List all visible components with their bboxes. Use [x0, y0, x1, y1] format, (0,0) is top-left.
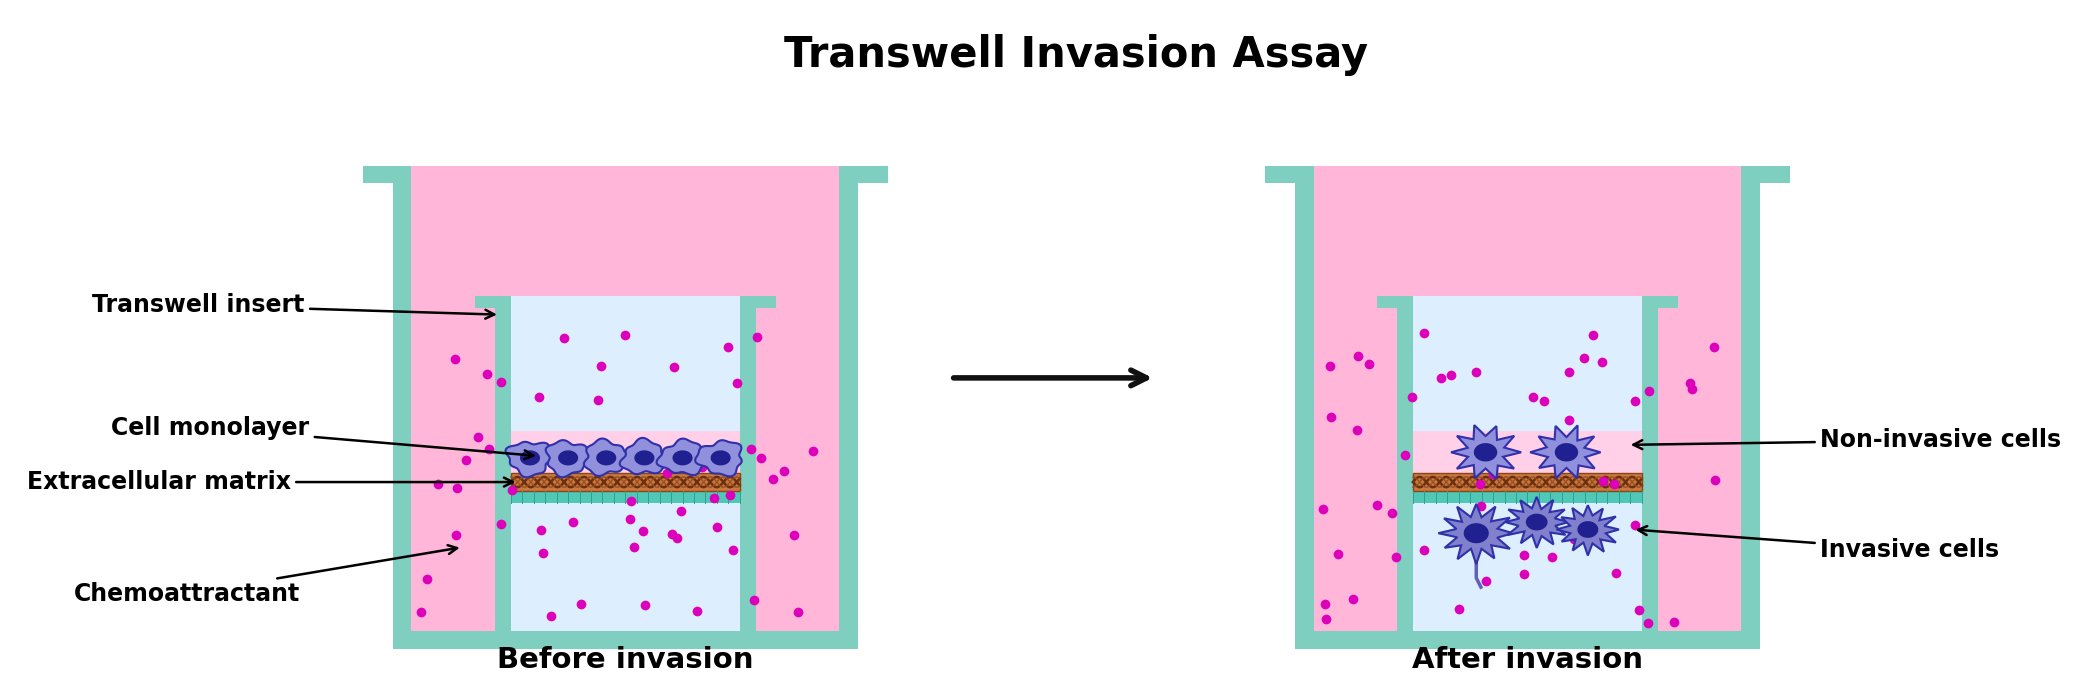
- Text: Invasive cells: Invasive cells: [1638, 526, 1999, 562]
- Polygon shape: [506, 442, 554, 477]
- Polygon shape: [1554, 443, 1579, 461]
- Bar: [475, 296, 510, 308]
- Bar: [840, 166, 857, 650]
- Bar: [840, 166, 888, 183]
- Polygon shape: [584, 438, 632, 476]
- Bar: [510, 431, 739, 472]
- Bar: [393, 166, 412, 650]
- Polygon shape: [1451, 425, 1520, 479]
- Bar: [1396, 296, 1413, 631]
- Text: Transwell insert: Transwell insert: [92, 293, 494, 319]
- Bar: [1296, 166, 1312, 650]
- Bar: [393, 631, 857, 650]
- Polygon shape: [596, 450, 615, 466]
- Text: Transwell Invasion Assay: Transwell Invasion Assay: [783, 34, 1369, 76]
- Polygon shape: [634, 450, 655, 466]
- Text: Chemoattractant: Chemoattractant: [74, 545, 458, 606]
- Bar: [1264, 166, 1312, 183]
- Bar: [1378, 296, 1413, 308]
- Bar: [1296, 631, 1760, 650]
- Bar: [510, 312, 739, 631]
- Bar: [363, 166, 412, 183]
- Bar: [510, 473, 739, 491]
- Polygon shape: [657, 439, 706, 475]
- Polygon shape: [1438, 504, 1512, 564]
- Bar: [1642, 296, 1678, 308]
- Polygon shape: [1577, 521, 1598, 538]
- Polygon shape: [1464, 523, 1489, 543]
- Polygon shape: [1527, 514, 1548, 531]
- Polygon shape: [710, 450, 731, 466]
- Bar: [496, 296, 510, 631]
- Polygon shape: [1556, 505, 1619, 556]
- Bar: [412, 166, 840, 631]
- Polygon shape: [695, 440, 741, 476]
- Bar: [1741, 166, 1789, 183]
- Bar: [1642, 296, 1657, 631]
- Bar: [1413, 473, 1642, 491]
- Text: Before invasion: Before invasion: [498, 645, 754, 673]
- Bar: [510, 491, 739, 503]
- Text: Cell monolayer: Cell monolayer: [111, 416, 533, 459]
- Polygon shape: [1474, 443, 1497, 461]
- Polygon shape: [1506, 497, 1569, 548]
- Bar: [1312, 166, 1741, 631]
- Text: Non-invasive cells: Non-invasive cells: [1634, 428, 2062, 452]
- Bar: [1741, 166, 1760, 650]
- Bar: [1413, 491, 1642, 503]
- Polygon shape: [559, 450, 578, 466]
- Polygon shape: [672, 450, 693, 466]
- Polygon shape: [620, 438, 670, 474]
- Polygon shape: [546, 440, 594, 477]
- Polygon shape: [521, 450, 540, 466]
- Polygon shape: [1531, 426, 1600, 478]
- Bar: [739, 296, 777, 308]
- Bar: [496, 296, 756, 631]
- Bar: [1396, 296, 1657, 631]
- Bar: [1413, 431, 1642, 472]
- Bar: [739, 296, 756, 631]
- Text: After invasion: After invasion: [1411, 645, 1642, 673]
- Bar: [1413, 312, 1642, 631]
- Text: Extracellular matrix: Extracellular matrix: [27, 470, 512, 494]
